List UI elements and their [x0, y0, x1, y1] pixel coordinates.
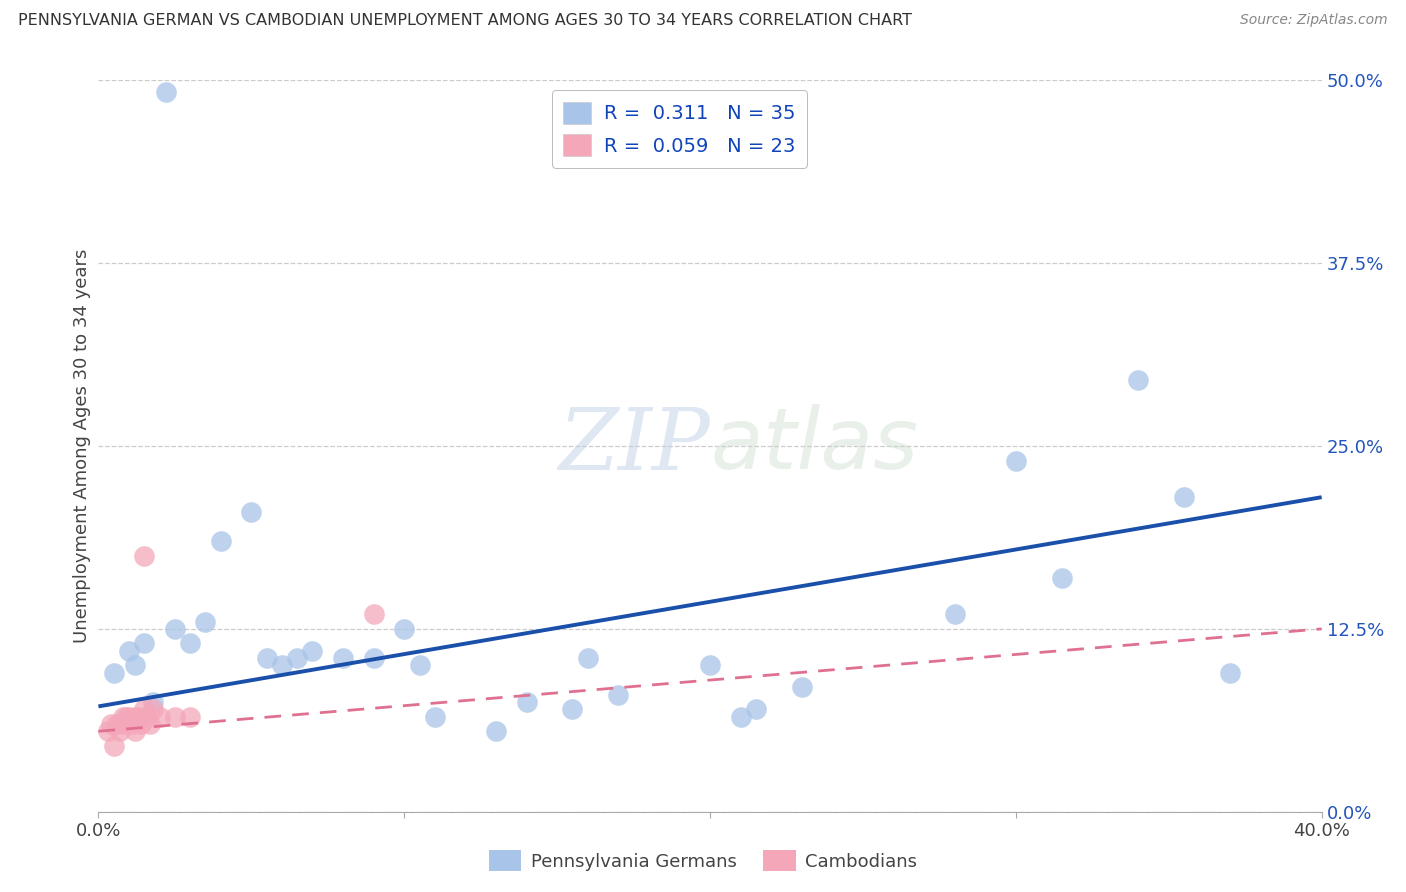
Point: [124, 724, 146, 739]
Point: [256, 651, 278, 665]
Point: [115, 709, 138, 723]
Point: [124, 658, 146, 673]
Point: [163, 622, 186, 636]
Point: [363, 607, 385, 622]
Point: [118, 644, 141, 658]
Point: [576, 651, 599, 665]
Text: atlas: atlas: [710, 404, 918, 488]
Point: [100, 717, 122, 731]
Point: [155, 85, 177, 99]
Point: [127, 709, 149, 723]
Legend: Pennsylvania Germans, Cambodians: Pennsylvania Germans, Cambodians: [482, 843, 924, 879]
Point: [179, 709, 201, 723]
Point: [134, 636, 156, 650]
Legend: R =  0.311   N = 35, R =  0.059   N = 23: R = 0.311 N = 35, R = 0.059 N = 23: [551, 90, 807, 168]
Point: [129, 717, 152, 731]
Point: [103, 739, 125, 753]
Point: [134, 702, 156, 716]
Point: [97, 724, 120, 739]
Point: [111, 717, 134, 731]
Point: [124, 709, 146, 723]
Point: [108, 724, 131, 739]
Point: [516, 695, 538, 709]
Point: [943, 607, 966, 622]
Point: [607, 688, 630, 702]
Point: [139, 717, 162, 731]
Point: [209, 534, 232, 549]
Point: [240, 505, 263, 519]
Point: [1173, 490, 1195, 504]
Point: [121, 717, 143, 731]
Point: [1128, 373, 1150, 387]
Point: [1004, 453, 1026, 467]
Point: [363, 651, 385, 665]
Point: [730, 709, 752, 723]
Point: [1050, 571, 1073, 585]
Point: [134, 549, 156, 563]
Point: [105, 717, 128, 731]
Point: [699, 658, 721, 673]
Point: [270, 658, 292, 673]
Y-axis label: Unemployment Among Ages 30 to 34 years: Unemployment Among Ages 30 to 34 years: [73, 249, 91, 643]
Text: ZIP: ZIP: [558, 405, 710, 487]
Point: [423, 709, 446, 723]
Point: [1219, 665, 1241, 680]
Point: [285, 651, 308, 665]
Point: [163, 709, 186, 723]
Point: [408, 658, 430, 673]
Point: [111, 709, 134, 723]
Point: [485, 724, 508, 739]
Point: [142, 702, 165, 716]
Point: [103, 665, 125, 680]
Point: [149, 709, 172, 723]
Point: [790, 681, 813, 695]
Text: PENNSYLVANIA GERMAN VS CAMBODIAN UNEMPLOYMENT AMONG AGES 30 TO 34 YEARS CORRELAT: PENNSYLVANIA GERMAN VS CAMBODIAN UNEMPLO…: [18, 13, 912, 29]
Point: [392, 622, 416, 636]
Point: [561, 702, 583, 716]
Point: [118, 709, 141, 723]
Point: [301, 644, 323, 658]
Point: [745, 702, 768, 716]
Point: [332, 651, 354, 665]
Point: [194, 615, 217, 629]
Point: [142, 695, 165, 709]
Point: [179, 636, 201, 650]
Point: [136, 709, 159, 723]
Text: Source: ZipAtlas.com: Source: ZipAtlas.com: [1240, 13, 1388, 28]
